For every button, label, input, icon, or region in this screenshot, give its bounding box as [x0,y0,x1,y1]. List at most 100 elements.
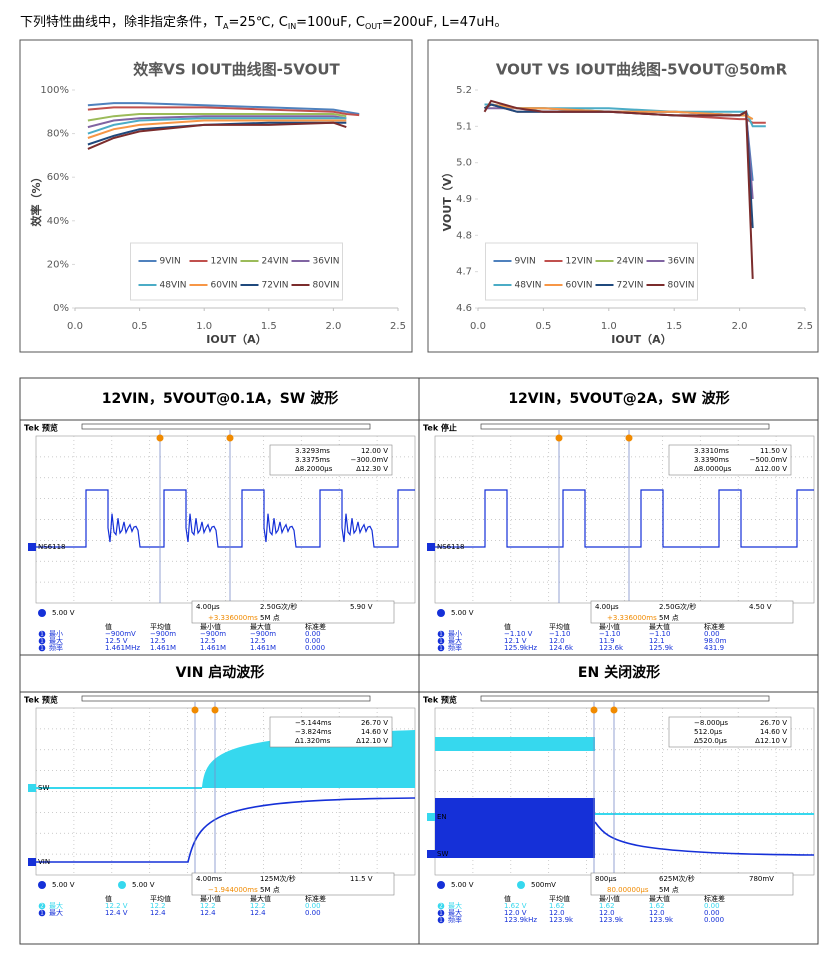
x-tick-label: 1.5 [261,321,277,332]
x-tick-label: 2.5 [797,321,813,332]
meas-value: −900mV [105,630,136,638]
cursor-value: Δ12.30 V [356,465,388,473]
meas-header: 最小值 [599,894,620,903]
cursor-readout [269,444,393,476]
legend-label: 36VIN [668,257,695,267]
waveform [36,489,415,548]
meas-value: 12.0 V [504,909,527,917]
y-tick-label: 4.6 [456,303,472,314]
channel-flag [427,813,435,821]
meas-value: 1.461M [150,644,176,652]
meas-value: 12.2 V [105,902,128,910]
meas-value: 12.5 V [105,637,128,645]
channel-flag [427,543,435,551]
meas-value: 12.5 [200,637,216,645]
legend-label: 12VIN [211,257,238,267]
meas-value: 12.5 [150,637,166,645]
cursor-value: 14.60 V [361,728,388,736]
meas-value: 1.62 [549,902,565,910]
trigger-value: +3.336000ms [607,614,657,622]
series-line [87,115,347,129]
meas-channel-icon [38,902,46,910]
series-line [87,113,347,122]
meas-value: 123.9k [599,916,624,924]
meas-header: 值 [105,894,112,903]
meas-value: 0.000 [305,644,325,652]
scope-status: Tek 预览 [423,695,457,705]
meas-channel-icon [38,630,46,638]
meas-name: 最大 [448,908,462,917]
legend-label: 48VIN [515,281,542,291]
timebase-value: 780mV [749,875,774,883]
channel-scale: 5.00 V [52,609,75,617]
legend-label: 9VIN [515,257,536,267]
trigger-value: 5M 点 [659,886,679,894]
channel-label: SW [437,850,448,858]
meas-channel-icon [437,902,445,910]
series-line [87,106,360,117]
meas-value: 12.4 V [105,909,128,917]
cursor-value: Δ520.0μs [694,737,727,745]
y-tick-label: 4.8 [456,230,472,241]
series-line [87,102,360,115]
cursor-readout [668,716,792,748]
meas-name: 最大 [49,901,63,910]
legend-label: 12VIN [566,257,593,267]
meas-channel-icon [437,637,445,645]
x-tick-label: 0.5 [132,321,148,332]
legend-box [485,242,698,301]
header-segment: OUT [365,22,382,31]
meas-value: 98.0m [704,637,727,645]
legend-label: 24VIN [617,257,644,267]
channel-icon [437,881,445,889]
y-tick-label: 5.2 [456,85,472,96]
x-tick-label: 2.0 [325,321,341,332]
legend-label: 72VIN [617,281,644,291]
meas-name: 最大 [448,636,462,645]
meas-header: 平均值 [150,894,171,903]
channel-flag [427,850,435,858]
meas-value: 1.461MHz [105,644,140,652]
meas-value: 0.00 [704,902,720,910]
y-axis-label: VOUT（V） [441,167,454,232]
meas-value: −1.10 [549,630,570,638]
timebase-value: 11.5 V [350,875,373,883]
y-tick-label: 4.9 [456,194,472,205]
meas-value: 12.1 [649,637,665,645]
panel-title: EN 关闭波形 [578,664,660,681]
timebase-box [191,600,395,624]
meas-channel: 1 [439,632,443,638]
meas-value: 12.5 [250,637,266,645]
cursor-value: 12.00 V [361,447,388,455]
channel-scale: 500mV [531,881,556,889]
y-tick-label: 40% [47,216,69,227]
cursor-marker [226,434,234,442]
timebase-value: 5.90 V [350,603,373,611]
channel-flag [28,858,36,866]
channel-label: NS6118 [437,543,465,551]
meas-value: 0.00 [305,902,321,910]
legend-label: 80VIN [668,281,695,291]
record-bar [81,695,371,702]
x-tick-label: 1.0 [601,321,617,332]
channel-icon [437,609,445,617]
timebase-value: 625M次/秒 [659,874,695,883]
meas-value: 12.1 V [504,637,527,645]
meas-value: −900m [200,630,226,638]
meas-value: 11.9 [599,637,615,645]
meas-value: 12.4 [250,909,266,917]
waveform-fill [435,737,595,751]
timebase-value: 4.00μs [595,603,619,611]
meas-value: −1.10 V [504,630,533,638]
timebase-value: 125M次/秒 [260,874,296,883]
meas-name: 最大 [49,636,63,645]
cursor-value: 3.3390ms [694,456,729,464]
cursor-value: −8.000μs [694,719,728,727]
meas-channel: 1 [40,646,44,652]
meas-header: 最小值 [200,894,221,903]
y-tick-label: 4.7 [456,267,472,278]
meas-header: 平均值 [549,622,570,631]
series-line [87,121,347,146]
